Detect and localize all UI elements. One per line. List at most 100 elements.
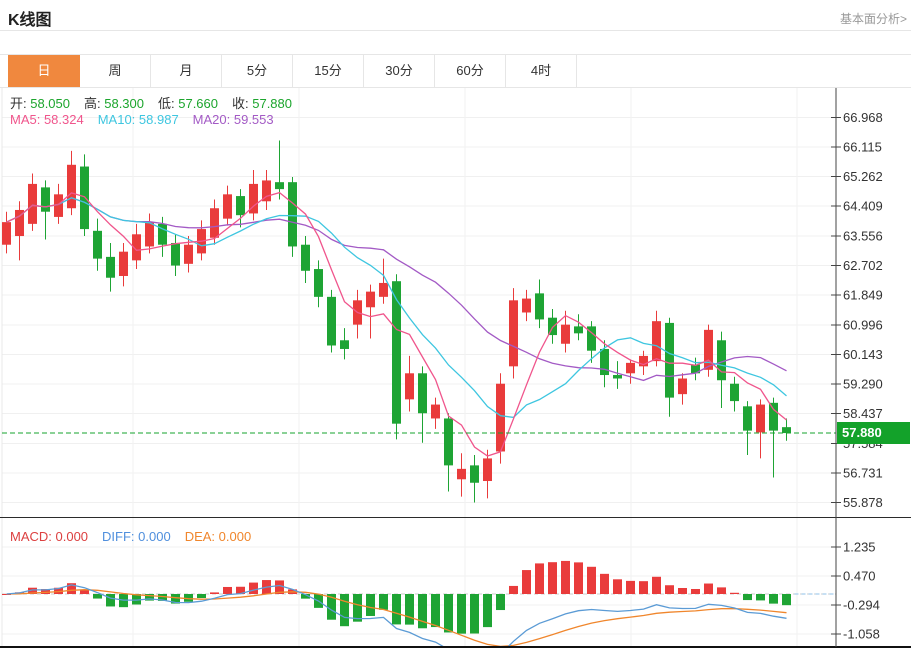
macd-histogram-bar — [665, 585, 674, 594]
candle-body — [561, 324, 570, 344]
value-label: 收: 57.880 — [232, 96, 292, 111]
value-label: MA20: 59.553 — [192, 112, 274, 127]
price-tick-label: 65.262 — [843, 169, 883, 184]
macd-layer — [2, 560, 791, 634]
macd-histogram-bar — [145, 594, 154, 601]
candle-body — [704, 329, 713, 370]
candle-body — [301, 244, 310, 271]
macd-histogram-bar — [301, 594, 310, 599]
value-label: 高: 58.300 — [84, 96, 144, 111]
macd-tick-label: 1.235 — [843, 540, 876, 555]
candle-body — [769, 402, 778, 431]
tab-日[interactable]: 日 — [8, 55, 80, 87]
candle-body — [639, 355, 648, 367]
fundamental-analysis-link[interactable]: 基本面分析> — [839, 12, 907, 26]
macd-tick-label: 0.470 — [843, 569, 876, 584]
macd-histogram-bar — [249, 582, 258, 594]
tab-15分[interactable]: 15分 — [293, 55, 364, 87]
macd-histogram-bar — [561, 560, 570, 594]
ohlc-label-row: 开: 58.050 高: 58.300 低: 57.660 收: 57.880 — [10, 93, 306, 112]
candle-body — [15, 209, 24, 237]
candle-body — [2, 222, 11, 245]
header: K线图 基本面分析> — [0, 0, 911, 31]
candle-body — [93, 230, 102, 259]
value-label: MACD: 0.000 — [10, 529, 89, 544]
tab-周[interactable]: 周 — [80, 55, 151, 87]
candle-body — [678, 378, 687, 395]
candle-body — [262, 180, 271, 202]
macd-histogram-bar — [171, 594, 180, 604]
macd-histogram-bar — [444, 594, 453, 633]
candle-body — [483, 458, 492, 482]
candle-body — [691, 364, 700, 374]
price-tick-label: 63.556 — [843, 228, 883, 243]
candle-body — [236, 196, 245, 216]
macd-tick-label: -0.294 — [843, 598, 880, 613]
candle-body — [54, 194, 63, 217]
candle-body — [418, 373, 427, 414]
dea-line — [6, 589, 787, 647]
macd-histogram-bar — [782, 594, 791, 606]
candle-body — [28, 183, 37, 224]
page-title: K线图 — [8, 12, 52, 29]
macd-histogram-bar — [769, 594, 778, 604]
candle-body — [275, 182, 284, 190]
candle-body — [379, 282, 388, 297]
candle-body — [782, 427, 791, 434]
candle-body — [535, 293, 544, 320]
macd-histogram-bar — [366, 594, 375, 616]
macd-histogram-bar — [587, 566, 596, 594]
candle-body — [41, 187, 50, 212]
price-tick-label: 60.996 — [843, 317, 883, 332]
macd-histogram-bar — [197, 594, 206, 598]
value-label: DIFF: 0.000 — [102, 529, 171, 544]
macd-histogram-bar — [158, 594, 167, 601]
candle-body — [67, 164, 76, 209]
macd-histogram-bar — [613, 579, 622, 594]
macd-histogram-bar — [379, 594, 388, 610]
candle-body — [730, 383, 739, 402]
macd-histogram-bar — [743, 594, 752, 601]
macd-histogram-bar — [730, 592, 739, 594]
tab-60分[interactable]: 60分 — [435, 55, 506, 87]
macd-histogram-bar — [626, 580, 635, 594]
price-tick-label: 59.290 — [843, 377, 883, 392]
macd-histogram-bar — [106, 594, 115, 607]
candle-body — [145, 222, 154, 247]
period-tabbar: 日周月 5分 15分 30分 60分 4时 — [0, 54, 911, 88]
kline-chart: 66.968 66.115 65.262 64.409 63.556 62.702 61.8… — [0, 88, 911, 648]
candle-body — [626, 362, 635, 374]
candle-body — [743, 406, 752, 431]
price-tick-label: 55.878 — [843, 495, 883, 510]
current-price-badge: 57.880 — [837, 422, 910, 444]
macd-histogram-bar — [418, 594, 427, 629]
candle-body — [496, 383, 505, 452]
tab-5分[interactable]: 5分 — [222, 55, 293, 87]
macd-tick-label: -1.058 — [843, 627, 880, 642]
candle-body — [366, 291, 375, 308]
value-label: DEA: 0.000 — [184, 529, 252, 544]
macd-histogram-bar — [470, 594, 479, 634]
tab-30分[interactable]: 30分 — [364, 55, 435, 87]
candle-body — [613, 375, 622, 379]
candle-body — [405, 373, 414, 400]
macd-histogram-bar — [496, 594, 505, 611]
candle-body — [665, 322, 674, 398]
candle-body — [600, 348, 609, 376]
macd-histogram-bar — [54, 587, 63, 594]
tab-4时[interactable]: 4时 — [506, 55, 577, 87]
macd-histogram-bar — [41, 589, 50, 594]
macd-histogram-bar — [223, 586, 232, 594]
candle-body — [119, 251, 128, 276]
macd-histogram-bar — [184, 594, 193, 602]
price-tick-label: 64.409 — [843, 199, 883, 214]
tab-月[interactable]: 月 — [151, 55, 222, 87]
macd-histogram-bar — [717, 587, 726, 594]
candle-body — [340, 340, 349, 349]
candle-body — [288, 182, 297, 247]
candle-body — [392, 281, 401, 424]
value-label: MA10: 58.987 — [97, 112, 179, 127]
price-tick-label: 61.849 — [843, 288, 883, 303]
macd-histogram-bar — [67, 583, 76, 594]
